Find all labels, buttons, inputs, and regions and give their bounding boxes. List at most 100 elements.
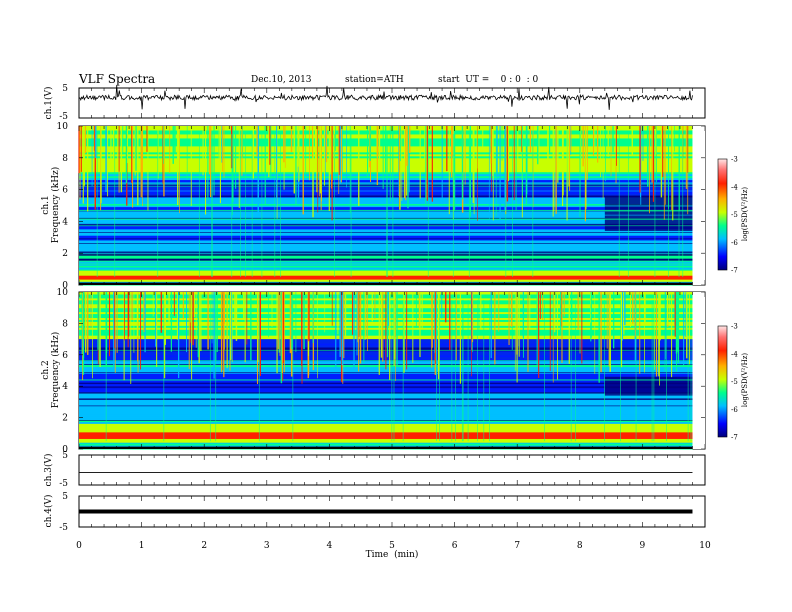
spectrogram-row [79, 255, 693, 258]
spectrogram-row [79, 211, 693, 214]
time-tick-label: 7 [514, 541, 520, 551]
frequency-tick-label: 2 [62, 414, 68, 424]
ch2-colorbar-label: log(PSD(V²/Hz) [741, 353, 749, 408]
ch1-waveform-ylabel: ch.1(V) [43, 87, 54, 120]
ch1-spectrogram-channel-label: ch.1 [41, 195, 51, 214]
time-tick-label: 6 [452, 541, 458, 551]
spectrogram-row [79, 205, 693, 208]
ch3-ytick-top: 5 [62, 451, 68, 461]
quiet-region [604, 376, 693, 396]
colorbar-tick-label: -7 [731, 434, 738, 442]
time-tick-label: 8 [577, 541, 583, 551]
spectrogram-row [79, 257, 693, 260]
spectrogram-row [79, 239, 693, 242]
low-noise-band [79, 207, 693, 212]
spectrogram-row [79, 281, 693, 284]
ch1-ytick-bottom: -5 [59, 112, 68, 122]
spectrogram-row [79, 199, 693, 203]
frequency-tick-label: 0 [62, 445, 68, 455]
dc-line [79, 282, 693, 285]
low-noise-band [79, 226, 693, 230]
date-label: Dec.10, 2013 [251, 75, 312, 85]
spectrogram-row [79, 229, 693, 232]
spectrogram-row [79, 269, 693, 272]
low-noise-band [79, 235, 693, 241]
ch2-colorbar: -3 -4 -5 -6 -7 log(PSD(V²/Hz) [717, 323, 749, 442]
strong-low-band-core [79, 275, 693, 280]
colorbar-tick-label: -4 [731, 183, 738, 191]
time-tick-label: 1 [139, 541, 145, 551]
time-tick-label: 5 [389, 541, 395, 551]
ch1-ytick-top: 5 [62, 84, 68, 94]
ch4-waveform-ylabel: ch.4(V) [43, 495, 54, 528]
frequency-tick-label: 4 [62, 217, 68, 227]
frequency-tick-label: 0 [62, 281, 68, 291]
frequency-tick-label: 10 [57, 122, 69, 132]
colorbar-tick-label: -6 [731, 239, 738, 247]
colorbar-tick-label: -7 [731, 267, 738, 275]
frequency-tick-label: 2 [62, 249, 68, 259]
spectrogram-row [79, 265, 693, 268]
spectrogram-row [79, 370, 693, 373]
ch3-ytick-bottom: -5 [59, 479, 68, 489]
ch1-spectrogram-panel: 0 2 4 6 8 10 ch.1 Frequency (kHz) -3 -4 -5 -6 -7 … [41, 122, 749, 291]
ch1-waveform-panel: 5 -5 ch.1(V) [43, 84, 706, 122]
colorbar-tick-label: -5 [731, 211, 738, 219]
ch2-spectrogram-frequency-label: Frequency (kHz) [50, 332, 61, 409]
spectrogram-row [79, 405, 693, 409]
colorbar-tick-label: -3 [731, 156, 738, 164]
time-tick-label: 4 [327, 541, 333, 551]
spectrogram-blank [692, 126, 705, 285]
ch1-spectrogram-frequency-label: Frequency (kHz) [50, 167, 61, 244]
spectrogram-row [79, 409, 693, 413]
time-tick-label: 9 [640, 541, 646, 551]
ch1-waveform-trace [78, 85, 693, 110]
frequency-tick-label: 6 [62, 186, 68, 196]
ch4-waveform-panel: 5 -5 ch.4(V) [43, 492, 706, 533]
spectrogram-row [79, 241, 693, 244]
spectrogram-blank [692, 292, 705, 449]
spectrogram-row [79, 219, 693, 222]
dc-line [79, 446, 693, 449]
spectrogram-row [79, 243, 693, 246]
colorbar-tick-label: -3 [731, 323, 738, 331]
spectrogram-row [79, 411, 693, 415]
ch4-ytick-bottom: -5 [59, 523, 68, 533]
ch3-waveform-panel: 5 -5 ch.3(V) [43, 451, 706, 489]
spectrogram-row [79, 399, 693, 403]
colorbar-tick-label: -6 [731, 406, 738, 414]
spectrogram-row [79, 171, 693, 175]
frequency-tick-label: 4 [62, 382, 68, 392]
spectrogram-row [79, 245, 693, 248]
spectrogram-row [79, 173, 693, 177]
frequency-tick-label: 6 [62, 351, 68, 361]
ch2-spectrogram-panel: 0 2 4 6 8 10 ch.2 Frequency (kHz) -3 -4 -5 -6 -7 … [41, 288, 749, 455]
spectrogram-row [79, 401, 693, 405]
spectrogram-row [79, 203, 693, 206]
spectrogram-row [79, 445, 693, 448]
frequency-tick-label: 8 [62, 154, 68, 164]
colorbar-tick-label: -5 [731, 378, 738, 386]
time-tick-label: 10 [699, 541, 711, 551]
spectrogram-row [79, 394, 693, 397]
time-tick-label: 0 [76, 541, 82, 551]
spectrogram-row [79, 201, 693, 205]
spectrogram-row [79, 215, 693, 218]
time-tick-label: 3 [264, 541, 270, 551]
spectrogram-row [79, 233, 693, 236]
spectrogram-row [79, 221, 693, 224]
spectrogram-row [79, 403, 693, 407]
spectrogram-row [79, 415, 693, 419]
spectrogram-row [79, 267, 693, 270]
spectrogram-row [79, 421, 693, 424]
frequency-tick-label: 8 [62, 319, 68, 329]
station-label: station=ATH [345, 75, 404, 85]
spectrogram-row [79, 213, 693, 216]
spectrogram-row [79, 443, 693, 446]
ch2-spectrogram-channel-label: ch.2 [41, 360, 51, 379]
spectrogram-row [79, 249, 693, 252]
frequency-tick-label: 10 [57, 288, 69, 298]
spectrogram-row [79, 368, 693, 371]
time-tick-label: 2 [201, 541, 207, 551]
